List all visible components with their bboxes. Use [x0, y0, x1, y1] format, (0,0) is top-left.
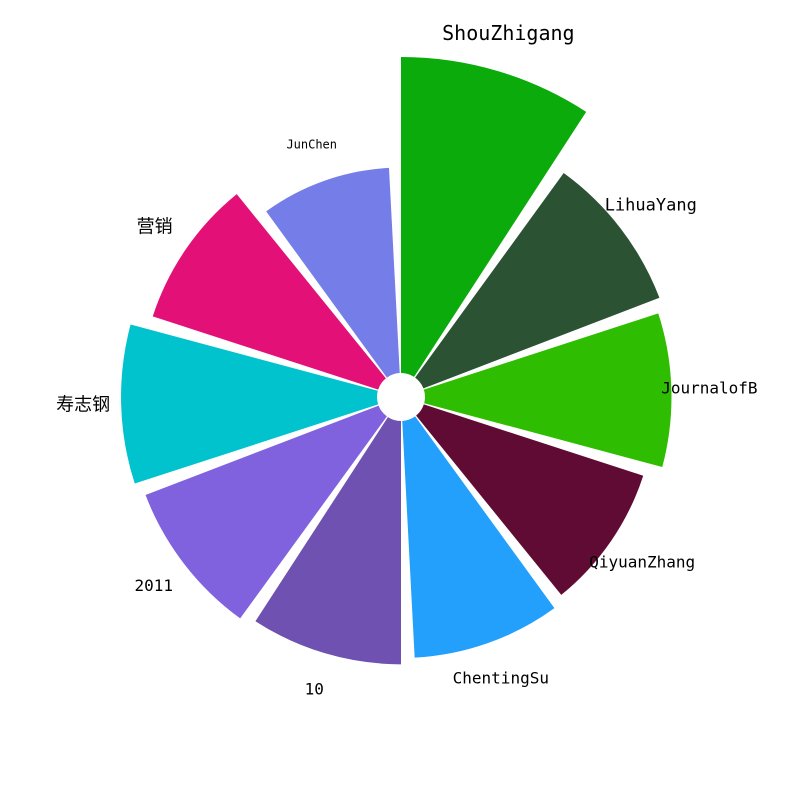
category-label-9: JunChen: [286, 137, 337, 151]
category-label-3: QiyuanZhang: [589, 552, 695, 571]
bar-8: [152, 194, 386, 390]
bar-3: [416, 404, 644, 595]
bar-2: [423, 313, 672, 468]
category-label-2: JournalofB: [661, 378, 757, 397]
bar-9: [266, 167, 400, 378]
category-label-0: ShouZhigang: [442, 21, 574, 45]
category-label-4: ChentingSu: [453, 668, 549, 687]
bar-4: [402, 416, 555, 658]
category-label-6: 2011: [134, 576, 173, 595]
bar-6: [145, 405, 387, 619]
bar-1: [415, 173, 660, 389]
category-label-1: LihuaYang: [605, 195, 697, 215]
category-label-8: 营销: [137, 217, 173, 238]
category-label-5: 10: [305, 679, 324, 698]
bar-5: [255, 417, 401, 665]
category-label-7: 寿志钢: [56, 394, 110, 415]
bar-7: [121, 324, 379, 484]
bar-0: [401, 57, 587, 377]
